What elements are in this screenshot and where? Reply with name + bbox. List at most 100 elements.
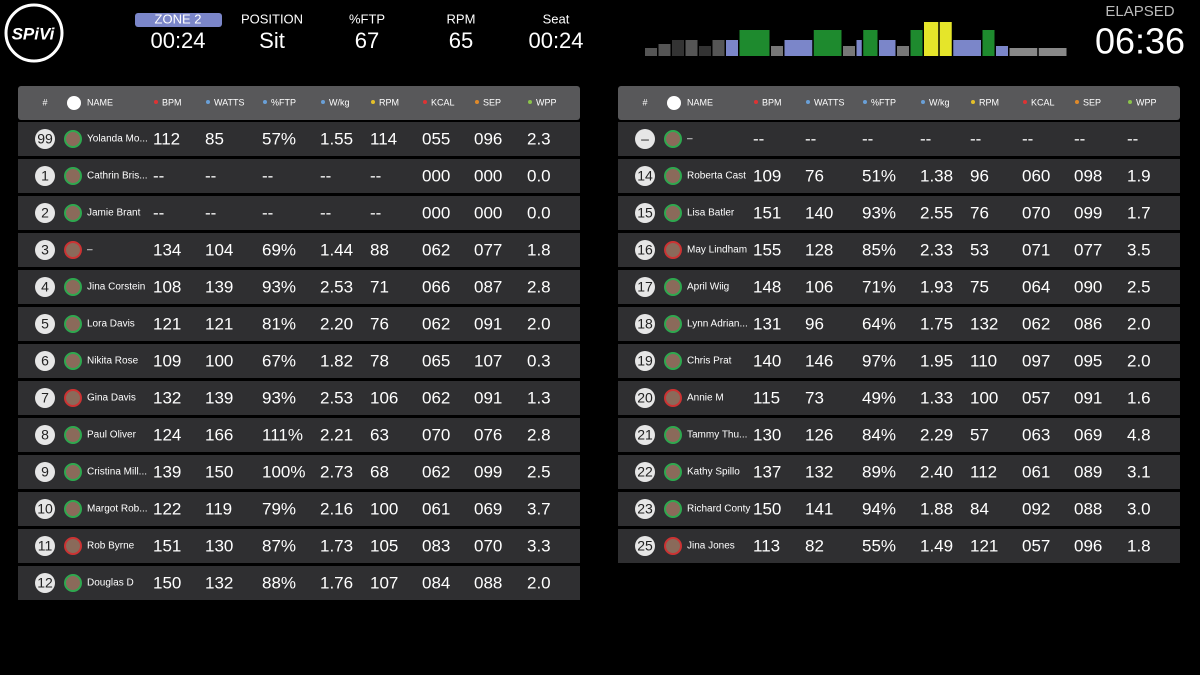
metric: 062 — [422, 314, 450, 333]
column-icon — [971, 100, 975, 104]
rank: 5 — [41, 316, 49, 332]
metric: 070 — [1022, 203, 1050, 222]
column-header: RPM — [979, 97, 999, 107]
metric: 062 — [422, 240, 450, 259]
metric: 110 — [970, 351, 997, 370]
rank-badge — [35, 203, 55, 223]
elapsed-label: ELAPSED — [1105, 3, 1174, 20]
rider-name: Roberta Cast — [687, 171, 746, 182]
stat-label: %FTP — [349, 11, 385, 26]
metric: 57% — [262, 129, 296, 148]
profile-bar — [784, 40, 813, 56]
metric: 140 — [805, 203, 833, 222]
metric: 1.7 — [1127, 203, 1151, 222]
rank: 23 — [637, 501, 653, 517]
metric: 107 — [370, 573, 398, 592]
avatar — [64, 167, 82, 185]
metric: 81% — [262, 314, 296, 333]
rank-badge — [35, 388, 55, 408]
metric: 2.53 — [320, 388, 353, 407]
metric: 94% — [862, 499, 896, 518]
metric: 091 — [474, 314, 502, 333]
metric: -- — [320, 166, 331, 185]
metric: 1.75 — [920, 314, 953, 333]
metric: 121 — [153, 314, 181, 333]
column-header: SEP — [483, 97, 501, 107]
metric: -- — [205, 203, 216, 222]
column-header: SEP — [1083, 97, 1101, 107]
rank-badge — [35, 166, 55, 186]
avatar — [64, 426, 82, 444]
profile-bar — [863, 30, 878, 56]
metric: 066 — [422, 277, 450, 296]
metric: 106 — [370, 388, 398, 407]
rank-badge — [35, 499, 55, 519]
table-row — [618, 418, 1180, 452]
metric: -- — [370, 203, 381, 222]
rank: 25 — [637, 538, 653, 554]
metric: 93% — [262, 277, 296, 296]
column-header: WATTS — [214, 97, 245, 107]
metric: 73 — [805, 388, 824, 407]
metric: 100 — [370, 499, 398, 518]
stat-label: POSITION — [241, 11, 303, 26]
rank: 14 — [637, 168, 653, 184]
profile-bar — [879, 40, 896, 56]
metric: 64% — [862, 314, 896, 333]
rank-badge — [635, 536, 655, 556]
rank: 18 — [637, 316, 653, 332]
metric: 2.8 — [527, 277, 551, 296]
avatar — [64, 241, 82, 259]
rank-badge — [635, 462, 655, 482]
metric: 88% — [262, 573, 296, 592]
metric: 114 — [370, 129, 397, 148]
metric: -- — [370, 166, 381, 185]
metric: 137 — [753, 462, 781, 481]
metric: 100% — [262, 462, 305, 481]
metric: 057 — [1022, 388, 1050, 407]
metric: 092 — [1022, 499, 1050, 518]
metric: 091 — [474, 388, 502, 407]
rider-name: Douglas D — [87, 578, 134, 589]
metric: 112 — [153, 129, 180, 148]
profile-bar — [1038, 48, 1067, 56]
rider-name: Richard Conty — [687, 504, 750, 515]
rider-name: Jina Corstein — [87, 282, 145, 293]
metric: 139 — [205, 277, 233, 296]
table-row — [18, 159, 580, 193]
profile-bar — [699, 46, 711, 56]
avatar — [664, 463, 682, 481]
avatar — [664, 130, 682, 148]
metric: 96 — [805, 314, 824, 333]
rider-name: Lora Davis — [87, 319, 135, 330]
metric: 3.0 — [1127, 499, 1151, 518]
metric: 062 — [422, 462, 450, 481]
column-icon — [263, 100, 267, 104]
rider-name: Rob Byrne — [87, 541, 135, 552]
rank: 99 — [37, 131, 53, 147]
metric: 121 — [970, 536, 998, 555]
metric: 065 — [422, 351, 450, 370]
metric: 064 — [1022, 277, 1050, 296]
rank-badge — [635, 314, 655, 334]
metric: 2.53 — [320, 277, 353, 296]
column-icon — [371, 100, 375, 104]
metric: 2.0 — [527, 314, 551, 333]
metric: 132 — [805, 462, 833, 481]
metric: 0.3 — [527, 351, 551, 370]
rank: 1 — [41, 168, 49, 184]
rank-badge — [35, 351, 55, 371]
rider-name: Gina Davis — [87, 393, 136, 404]
rank: 12 — [37, 575, 53, 591]
table-row — [18, 307, 580, 341]
metric: 055 — [422, 129, 450, 148]
metric: 1.8 — [1127, 536, 1151, 555]
metric: 107 — [474, 351, 502, 370]
rank: 20 — [637, 390, 653, 406]
metric: 084 — [422, 573, 450, 592]
metric: 070 — [422, 425, 450, 444]
metric: 150 — [753, 499, 781, 518]
logo-ring — [4, 3, 64, 63]
metric: 1.95 — [920, 351, 953, 370]
